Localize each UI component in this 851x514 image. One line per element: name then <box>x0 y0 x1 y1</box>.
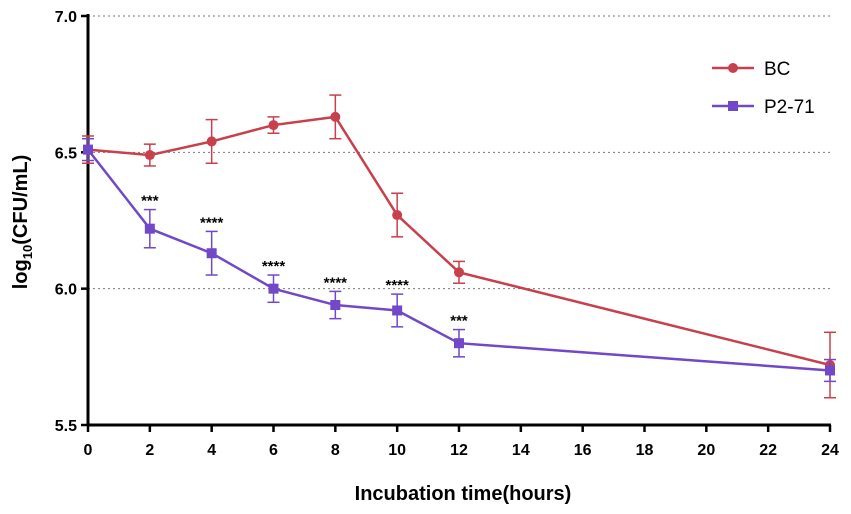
significance-label: *** <box>450 313 468 330</box>
significance-label: **** <box>200 214 224 231</box>
x-tick-label: 14 <box>512 442 530 459</box>
legend-marker <box>728 63 738 73</box>
data-point <box>206 136 217 147</box>
legend-label: P2-71 <box>764 97 815 118</box>
x-tick-label: 20 <box>697 442 715 459</box>
data-point <box>144 223 155 234</box>
annotation-layer: *************** ******* <box>141 193 468 330</box>
data-point <box>454 338 464 349</box>
x-tick-label: 0 <box>84 442 93 459</box>
legend-label: BC <box>764 59 790 80</box>
data-point <box>392 210 403 221</box>
y-tick-label: 6.5 <box>55 145 77 162</box>
axes: 5.56.06.57.00 2 4 6 8 10 12 14 16 18 20 22 24 <box>55 9 839 459</box>
significance-label: **** <box>324 274 348 291</box>
x-axis-title: Incubation time(hours) <box>355 483 572 505</box>
data-point <box>454 267 464 278</box>
x-tick-label: 8 <box>331 442 340 459</box>
x-tick-label: 22 <box>759 442 777 459</box>
x-tick-label: 12 <box>450 442 468 459</box>
data-point <box>206 248 217 259</box>
data-point <box>330 111 341 122</box>
legend: BC P2-71 <box>712 59 815 118</box>
x-tick-label: 6 <box>269 442 278 459</box>
series-line <box>87 148 831 372</box>
y-axis-title: log10(CFU/mL) <box>10 155 35 289</box>
x-tick-label: 4 <box>207 442 216 459</box>
x-tick-label: 2 <box>145 442 154 459</box>
data-point <box>144 150 155 161</box>
x-tick-label: 18 <box>636 442 654 459</box>
data-point <box>268 120 279 131</box>
data-point <box>268 283 279 294</box>
data-point <box>825 365 835 376</box>
x-tick-label: 16 <box>574 442 592 459</box>
significance-label: **** <box>262 258 286 275</box>
significance-label: *** <box>141 193 159 210</box>
data-point <box>330 300 341 311</box>
y-tick-label: 5.5 <box>55 418 77 435</box>
data-point <box>392 305 403 316</box>
legend-marker <box>728 101 738 111</box>
grid <box>88 15 830 290</box>
data-point <box>83 144 93 155</box>
y-tick-label: 6.0 <box>55 282 77 299</box>
series-line <box>87 115 831 367</box>
x-tick-label: 10 <box>388 442 406 459</box>
significance-label: **** <box>385 277 409 294</box>
y-tick-label: 7.0 <box>55 9 77 26</box>
series-layer <box>82 94 836 399</box>
x-tick-label: 24 <box>821 442 839 459</box>
